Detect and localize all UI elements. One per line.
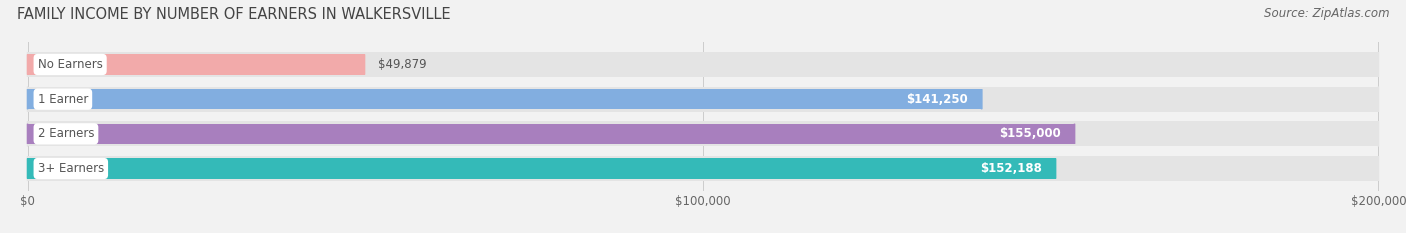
Bar [28, 87, 1378, 112]
Text: 2 Earners: 2 Earners [38, 127, 94, 140]
Bar [28, 55, 364, 75]
Text: $141,250: $141,250 [907, 93, 969, 106]
Text: FAMILY INCOME BY NUMBER OF EARNERS IN WALKERSVILLE: FAMILY INCOME BY NUMBER OF EARNERS IN WA… [17, 7, 450, 22]
Text: 1 Earner: 1 Earner [38, 93, 89, 106]
Bar [28, 124, 1074, 144]
Bar [28, 158, 1056, 178]
Bar [28, 156, 1378, 181]
Text: Source: ZipAtlas.com: Source: ZipAtlas.com [1264, 7, 1389, 20]
Text: 3+ Earners: 3+ Earners [38, 162, 104, 175]
Text: No Earners: No Earners [38, 58, 103, 71]
Bar [28, 89, 981, 109]
Text: $152,188: $152,188 [980, 162, 1042, 175]
Text: $49,879: $49,879 [378, 58, 426, 71]
Bar [28, 52, 1378, 77]
Bar [28, 121, 1378, 146]
Text: $155,000: $155,000 [1000, 127, 1062, 140]
